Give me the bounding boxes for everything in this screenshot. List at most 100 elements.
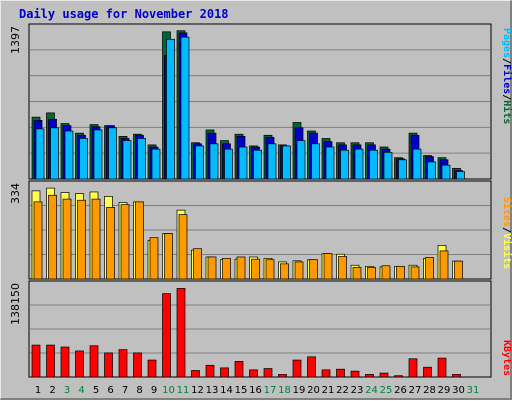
x-tick-day-31: 31 xyxy=(467,385,480,396)
bar-kbytes-day-21 xyxy=(321,369,331,378)
x-tick-day-5: 5 xyxy=(93,385,99,396)
legend-entry-hits: Hits xyxy=(501,100,512,124)
bar-kbytes-day-12 xyxy=(191,370,200,378)
bar-kbytes-day-29 xyxy=(437,357,447,378)
bar-sites-day-13 xyxy=(207,256,217,280)
bar-kbytes-day-15 xyxy=(234,361,244,378)
bar-kbytes-day-28 xyxy=(423,366,432,378)
bar-sites-day-17 xyxy=(265,259,275,280)
bar-sites-day-14 xyxy=(222,257,231,280)
legend-entry-sep1: / xyxy=(501,58,512,64)
bar-sites-day-18 xyxy=(280,263,289,280)
bar-pages-day-24 xyxy=(369,149,378,180)
legend-entry-kbytes: KBytes xyxy=(501,340,512,376)
bar-pages-day-6 xyxy=(108,127,117,180)
bar-sites-day-4 xyxy=(77,199,86,280)
bar-pages-day-28 xyxy=(427,161,436,180)
bar-pages-day-1 xyxy=(35,128,45,180)
bar-sites-day-8 xyxy=(135,201,144,280)
bar-pages-day-16 xyxy=(253,149,262,180)
y-max-label-visits-sites: 334 xyxy=(9,183,22,204)
bar-pages-day-29 xyxy=(441,164,451,180)
bar-sites-day-20 xyxy=(309,259,318,280)
bar-sites-day-16 xyxy=(251,258,260,280)
bar-pages-day-10 xyxy=(166,38,175,180)
bar-sites-day-30 xyxy=(454,260,463,280)
bar-kbytes-day-9 xyxy=(147,359,157,378)
bar-pages-day-26 xyxy=(398,159,407,180)
legend-hits-files-pages: Pages/Files/Hits xyxy=(501,28,512,124)
x-tick-day-4: 4 xyxy=(78,385,84,396)
bar-kbytes-day-18 xyxy=(278,374,287,378)
bar-sites-day-7 xyxy=(120,204,130,280)
bar-pages-day-30 xyxy=(456,171,465,180)
bar-pages-day-9 xyxy=(151,148,161,180)
bar-sites-day-6 xyxy=(106,207,115,280)
chart-title: Daily usage for November 2018 xyxy=(19,7,229,21)
bar-pages-day-25 xyxy=(383,151,393,180)
bar-kbytes-day-8 xyxy=(133,352,142,378)
x-tick-day-2: 2 xyxy=(49,385,55,396)
bar-sites-day-2 xyxy=(48,194,57,280)
legend-kbytes: KBytes xyxy=(501,340,512,376)
x-tick-day-29: 29 xyxy=(438,385,451,396)
bar-kbytes-day-13 xyxy=(205,364,215,378)
bar-kbytes-day-2 xyxy=(46,344,55,378)
x-tick-day-30: 30 xyxy=(452,385,465,396)
bar-pages-day-18 xyxy=(282,145,291,180)
bar-pages-day-15 xyxy=(238,146,248,180)
bar-kbytes-day-30 xyxy=(452,374,461,378)
bar-sites-day-23 xyxy=(352,267,362,280)
bar-kbytes-day-22 xyxy=(336,368,345,378)
bar-pages-day-2 xyxy=(50,127,59,180)
bar-kbytes-day-7 xyxy=(118,349,128,378)
bar-pages-day-13 xyxy=(209,143,219,180)
x-tick-day-10: 10 xyxy=(162,385,175,396)
bar-sites-day-22 xyxy=(338,256,347,280)
x-tick-day-8: 8 xyxy=(136,385,142,396)
legend-entry-sites: Sites xyxy=(501,197,512,227)
bar-sites-day-10 xyxy=(164,233,173,280)
x-tick-day-14: 14 xyxy=(220,385,233,396)
x-tick-day-21: 21 xyxy=(322,385,335,396)
legend-visits-sites: Sites/Visits xyxy=(501,197,512,269)
x-tick-day-22: 22 xyxy=(336,385,349,396)
bar-sites-day-29 xyxy=(439,250,449,280)
bar-kbytes-day-23 xyxy=(350,370,360,378)
bar-sites-day-25 xyxy=(381,265,391,280)
bar-pages-day-17 xyxy=(267,143,277,180)
bar-pages-day-21 xyxy=(325,146,335,180)
bar-pages-day-20 xyxy=(311,143,320,180)
x-tick-day-20: 20 xyxy=(307,385,320,396)
bar-sites-day-15 xyxy=(236,256,246,280)
x-tick-day-26: 26 xyxy=(394,385,407,396)
bar-pages-day-3 xyxy=(64,130,74,180)
bar-kbytes-day-17 xyxy=(263,368,273,378)
bar-sites-day-1 xyxy=(33,201,43,280)
bar-pages-day-5 xyxy=(93,129,103,180)
legend-entry-sep2: / xyxy=(501,94,512,100)
bar-sites-day-28 xyxy=(425,257,434,280)
bar-pages-day-7 xyxy=(122,140,132,180)
bar-kbytes-day-6 xyxy=(104,352,113,378)
bar-kbytes-day-27 xyxy=(408,358,418,378)
bar-kbytes-day-10 xyxy=(162,293,171,378)
y-max-label-hits-files-pages: 1397 xyxy=(9,26,22,54)
bar-sites-day-19 xyxy=(294,261,304,280)
bar-sites-day-21 xyxy=(323,253,333,280)
bar-sites-day-9 xyxy=(149,237,159,280)
legend-entry-files: Files xyxy=(501,64,512,94)
bar-pages-day-8 xyxy=(137,138,146,180)
bar-sites-day-27 xyxy=(410,266,420,280)
bar-kbytes-day-14 xyxy=(220,367,229,378)
x-tick-day-16: 16 xyxy=(249,385,262,396)
x-tick-day-18: 18 xyxy=(278,385,291,396)
x-tick-day-17: 17 xyxy=(264,385,277,396)
bar-kbytes-day-1 xyxy=(31,344,41,378)
bar-kbytes-day-4 xyxy=(75,350,84,378)
bar-kbytes-day-11 xyxy=(176,288,186,378)
bar-kbytes-day-19 xyxy=(292,359,302,378)
bar-pages-day-19 xyxy=(296,140,306,180)
x-tick-day-7: 7 xyxy=(122,385,128,396)
